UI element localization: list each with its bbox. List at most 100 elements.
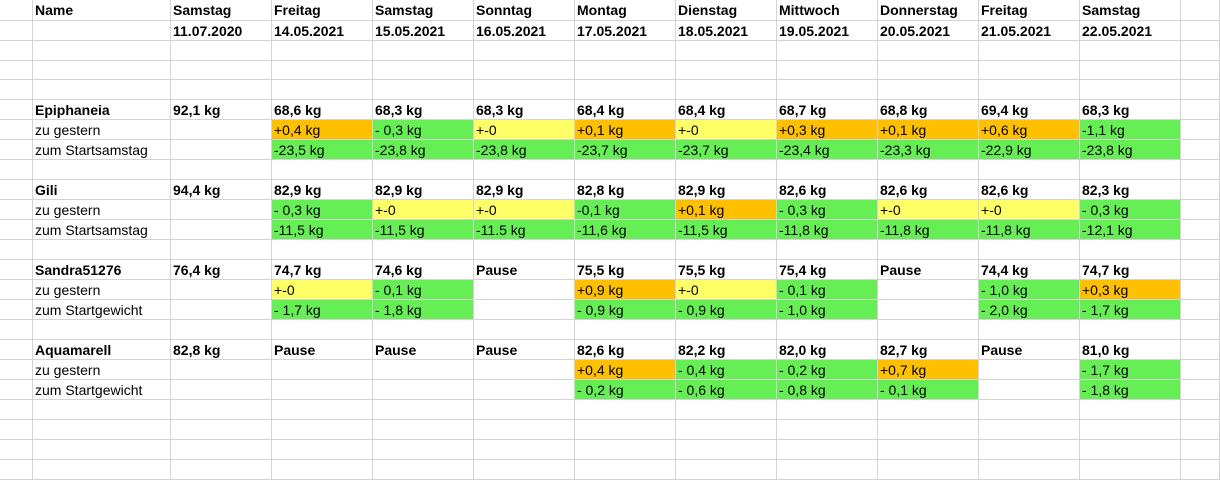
sheet-cell[interactable] [878, 440, 979, 460]
sheet-cell[interactable] [33, 420, 171, 440]
sheet-cell[interactable] [474, 80, 575, 100]
weight-cell[interactable]: 82,8 kg [575, 180, 676, 200]
date-header[interactable]: 11.07.2020 [171, 21, 272, 41]
day-header[interactable]: Freitag [979, 0, 1080, 21]
sheet-cell[interactable] [1080, 320, 1181, 340]
sheet-cell[interactable] [878, 400, 979, 420]
delta-cell[interactable]: +0,1 kg [878, 120, 979, 140]
delta-cell[interactable] [373, 360, 474, 380]
sheet-cell[interactable] [575, 41, 676, 61]
sheet-cell[interactable] [1080, 80, 1181, 100]
total-delta-cell[interactable]: -11,6 kg [575, 220, 676, 240]
delta-cell[interactable] [878, 280, 979, 300]
sheet-cell[interactable] [777, 41, 878, 61]
total-delta-cell[interactable]: - 1,7 kg [1080, 300, 1181, 320]
sheet-cell[interactable] [777, 440, 878, 460]
sheet-cell[interactable] [33, 41, 171, 61]
sheet-cell[interactable] [0, 380, 33, 400]
total-delta-cell[interactable]: -23,7 kg [575, 140, 676, 160]
weight-cell[interactable]: Pause [878, 260, 979, 280]
total-delta-cell[interactable]: -11,8 kg [777, 220, 878, 240]
sheet-cell[interactable] [272, 160, 373, 180]
sheet-cell[interactable] [1181, 420, 1220, 440]
weight-cell[interactable]: 68,6 kg [272, 100, 373, 120]
sheet-cell[interactable] [1080, 160, 1181, 180]
sheet-cell[interactable] [979, 80, 1080, 100]
sheet-cell[interactable] [272, 80, 373, 100]
sheet-cell[interactable] [676, 160, 777, 180]
weight-cell[interactable]: 75,5 kg [676, 260, 777, 280]
total-delta-cell[interactable] [171, 220, 272, 240]
sheet-cell[interactable] [474, 400, 575, 420]
sheet-cell[interactable] [0, 100, 33, 120]
weight-cell[interactable]: 68,3 kg [373, 100, 474, 120]
sheet-cell[interactable] [272, 420, 373, 440]
person-name[interactable]: Epiphaneia [33, 100, 171, 120]
sheet-cell[interactable] [0, 160, 33, 180]
sheet-cell[interactable] [1181, 100, 1220, 120]
delta-cell[interactable]: - 0,1 kg [777, 280, 878, 300]
delta-cell[interactable] [979, 360, 1080, 380]
person-name[interactable]: Gili [33, 180, 171, 200]
total-delta-cell[interactable] [474, 380, 575, 400]
sheet-cell[interactable] [676, 80, 777, 100]
sheet-cell[interactable] [373, 400, 474, 420]
weight-cell[interactable]: 75,4 kg [777, 260, 878, 280]
sheet-cell[interactable] [373, 460, 474, 480]
delta-cell[interactable] [171, 280, 272, 300]
sheet-cell[interactable] [1181, 0, 1220, 21]
delta-cell[interactable] [272, 360, 373, 380]
sheet-cell[interactable] [474, 160, 575, 180]
sheet-cell[interactable] [575, 61, 676, 80]
sheet-cell[interactable] [1181, 440, 1220, 460]
sheet-cell[interactable] [0, 200, 33, 220]
sheet-cell[interactable] [33, 320, 171, 340]
total-delta-cell[interactable]: - 0,9 kg [676, 300, 777, 320]
day-header[interactable]: Samstag [373, 0, 474, 21]
date-header[interactable]: 19.05.2021 [777, 21, 878, 41]
sheet-cell[interactable] [1181, 340, 1220, 360]
weight-cell[interactable]: 82,0 kg [777, 340, 878, 360]
weight-cell[interactable]: 68,7 kg [777, 100, 878, 120]
sheet-cell[interactable] [0, 260, 33, 280]
delta-cell[interactable]: +0,4 kg [272, 120, 373, 140]
sheet-cell[interactable] [575, 320, 676, 340]
sheet-cell[interactable] [0, 0, 33, 21]
total-delta-cell[interactable]: -11,5 kg [272, 220, 373, 240]
sheet-cell[interactable] [1080, 420, 1181, 440]
sheet-cell[interactable] [474, 420, 575, 440]
sheet-cell[interactable] [676, 460, 777, 480]
total-delta-cell[interactable]: -12,1 kg [1080, 220, 1181, 240]
sheet-cell[interactable] [171, 440, 272, 460]
delta-cell[interactable]: - 0,4 kg [676, 360, 777, 380]
total-delta-cell[interactable] [171, 300, 272, 320]
row-label[interactable]: zu gestern [33, 120, 171, 140]
sheet-cell[interactable] [373, 440, 474, 460]
sheet-cell[interactable] [979, 440, 1080, 460]
sheet-cell[interactable] [575, 460, 676, 480]
weight-cell[interactable]: Pause [474, 340, 575, 360]
total-delta-cell[interactable]: -23,8 kg [1080, 140, 1181, 160]
total-delta-cell[interactable] [878, 300, 979, 320]
weight-cell[interactable]: 82,2 kg [676, 340, 777, 360]
row-label[interactable]: zum Startgewicht [33, 380, 171, 400]
weight-cell[interactable]: 68,4 kg [676, 100, 777, 120]
total-delta-cell[interactable]: -23,8 kg [474, 140, 575, 160]
sheet-cell[interactable] [777, 400, 878, 420]
sheet-cell[interactable] [373, 160, 474, 180]
sheet-cell[interactable] [33, 400, 171, 420]
date-header[interactable]: 14.05.2021 [272, 21, 373, 41]
sheet-cell[interactable] [171, 41, 272, 61]
sheet-cell[interactable] [1181, 80, 1220, 100]
sheet-cell[interactable] [0, 340, 33, 360]
date-header[interactable]: 17.05.2021 [575, 21, 676, 41]
delta-cell[interactable]: +0,9 kg [575, 280, 676, 300]
sheet-cell[interactable] [777, 320, 878, 340]
weight-cell[interactable]: 74,7 kg [1080, 260, 1181, 280]
delta-cell[interactable]: +0,4 kg [575, 360, 676, 380]
delta-cell[interactable]: - 1,0 kg [979, 280, 1080, 300]
weight-cell[interactable]: 68,8 kg [878, 100, 979, 120]
sheet-cell[interactable] [676, 61, 777, 80]
total-delta-cell[interactable]: -11,5 kg [373, 220, 474, 240]
total-delta-cell[interactable]: -23,4 kg [777, 140, 878, 160]
